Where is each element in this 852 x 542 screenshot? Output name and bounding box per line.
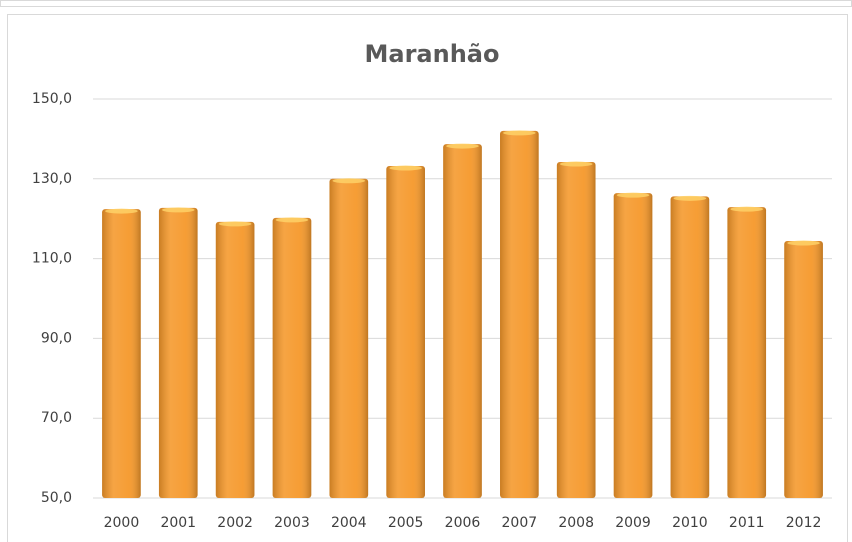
y-tick-label: 130,0 [32,171,72,187]
bar-cap [389,165,422,171]
x-tick-label: 2002 [217,515,253,531]
bar [670,196,710,498]
y-tick-label: 50,0 [41,490,72,506]
bar-cap [559,161,593,167]
bar-cap [503,130,536,136]
y-tick-label: 110,0 [32,251,72,267]
x-tick-label: 2006 [445,515,481,531]
x-tick-label: 2009 [615,515,651,531]
bar [386,166,425,499]
x-tick-label: 2008 [558,515,594,531]
x-tick-label: 2011 [729,515,765,531]
x-tick-label: 2010 [672,515,708,531]
y-tick-label: 70,0 [41,410,72,426]
bar [556,162,596,499]
x-tick-label: 2012 [786,515,822,531]
bar [500,130,539,499]
chart-title: Maranhão [365,40,500,68]
bar [158,207,198,498]
bar [102,209,141,498]
bar [215,221,255,498]
y-tick-label: 90,0 [41,330,72,346]
bar [613,193,653,498]
top-strip [0,0,852,7]
bar-cap [616,192,650,198]
bar-cap [218,221,252,227]
bar [329,178,369,499]
bar [784,241,823,498]
x-tick-label: 2004 [331,515,367,531]
y-tick-label: 150,0 [32,91,72,107]
bar [443,144,482,498]
bar-cap [673,195,707,201]
x-tick-label: 2005 [388,515,424,531]
bar-cap [332,178,366,184]
x-tick-label: 2000 [104,515,140,531]
x-tick-label: 2003 [274,515,310,531]
bar-cap [446,143,479,149]
bar [727,207,767,498]
bar [272,217,312,499]
bar-cap [275,217,309,223]
x-tick-label: 2001 [160,515,196,531]
bar-cap [787,240,820,246]
x-tick-label: 2007 [502,515,538,531]
bar-cap [161,207,195,213]
bar-cap [105,208,138,214]
bar-cap [730,206,764,212]
